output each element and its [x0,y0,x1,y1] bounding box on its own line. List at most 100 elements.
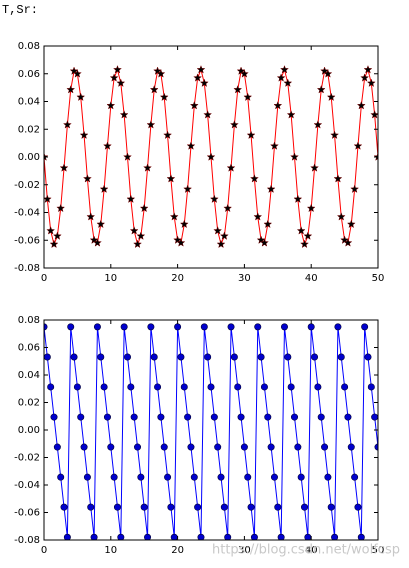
y-tick-label: -0.02 [14,180,40,191]
circle-marker [160,443,168,451]
star-marker [290,152,299,161]
circle-marker [83,473,91,481]
circle-marker [147,323,155,331]
star-marker [306,203,316,213]
circle-marker [367,383,375,391]
circle-marker [344,413,352,421]
star-marker [300,239,309,249]
star-marker [82,174,92,183]
star-marker [133,239,142,249]
circle-marker [301,503,309,511]
star-marker [186,141,196,150]
circle-marker [170,533,178,540]
circle-marker [67,323,75,331]
star-marker [280,65,289,74]
star-marker [219,231,229,240]
y-tick-label: -0.06 [14,235,40,246]
x-tick-label: 30 [238,545,251,556]
circle-marker [207,383,215,391]
circle-marker [230,353,238,361]
circle-marker [364,353,372,361]
y-tick-label: -0.08 [14,535,40,546]
circle-marker [250,533,258,540]
circle-marker [100,383,108,391]
x-tick-label: 30 [238,273,251,284]
circle-marker [60,503,68,511]
circle-marker [264,413,272,421]
y-tick-label: -0.08 [14,263,40,274]
circle-marker [150,353,158,361]
circle-marker [53,443,61,451]
star-marker [72,69,82,78]
circle-marker [267,443,275,451]
circle-marker [44,323,48,331]
header-text: T,Sr: [2,3,38,17]
star-marker [350,184,360,194]
x-tick-label: 0 [41,545,47,556]
circle-marker [357,533,365,540]
circle-marker [97,353,105,361]
star-marker [113,65,122,74]
star-marker [273,100,283,110]
circle-marker [331,533,339,540]
circle-marker [297,473,305,481]
star-marker [249,174,259,183]
circle-marker [127,383,135,391]
circle-marker [124,353,132,361]
star-marker [146,120,156,129]
star-marker [313,120,323,129]
x-tick-label: 0 [41,273,47,284]
star-marker [102,141,112,150]
star-marker [99,184,109,194]
circle-marker [284,353,292,361]
y-tick-label: 0.04 [18,97,40,108]
star-marker [330,130,340,140]
star-marker [323,69,333,78]
circle-marker [137,473,145,481]
circle-marker [57,473,65,481]
circle-marker [240,443,248,451]
star-marker [276,73,286,82]
circle-marker [180,383,188,391]
circle-marker [93,323,101,331]
star-marker [79,130,89,140]
star-marker [310,163,320,172]
circle-marker [227,323,235,331]
circle-marker [220,503,228,511]
circle-marker [247,503,255,511]
circle-marker [200,323,208,331]
star-marker [179,219,189,229]
x-tick-label: 10 [104,273,117,284]
circle-marker [110,473,118,481]
circle-marker [144,533,152,540]
star-marker [56,203,66,213]
circle-marker [361,323,369,331]
circle-marker [274,503,282,511]
star-marker [199,78,209,87]
star-marker [129,226,139,235]
circle-marker [187,443,195,451]
circle-marker [287,383,295,391]
circle-marker [117,533,125,540]
y-tick-label: 0.08 [18,315,40,326]
star-marker [336,212,346,221]
star-marker [189,100,199,110]
star-marker [366,78,376,87]
star-marker [263,219,273,229]
y-tick-label: 0.00 [18,152,40,163]
x-tick-label: 50 [372,545,385,556]
circle-marker [254,323,262,331]
star-marker [269,141,279,150]
circle-marker [237,413,245,421]
star-marker [209,194,219,203]
star-marker [326,92,336,102]
y-tick-label: 0.00 [18,425,40,436]
star-marker [86,212,96,221]
star-marker [353,141,363,150]
circle-marker [270,473,278,481]
circle-marker [50,413,58,421]
star-marker [253,212,263,221]
star-marker [286,110,296,119]
star-marker [143,163,153,172]
